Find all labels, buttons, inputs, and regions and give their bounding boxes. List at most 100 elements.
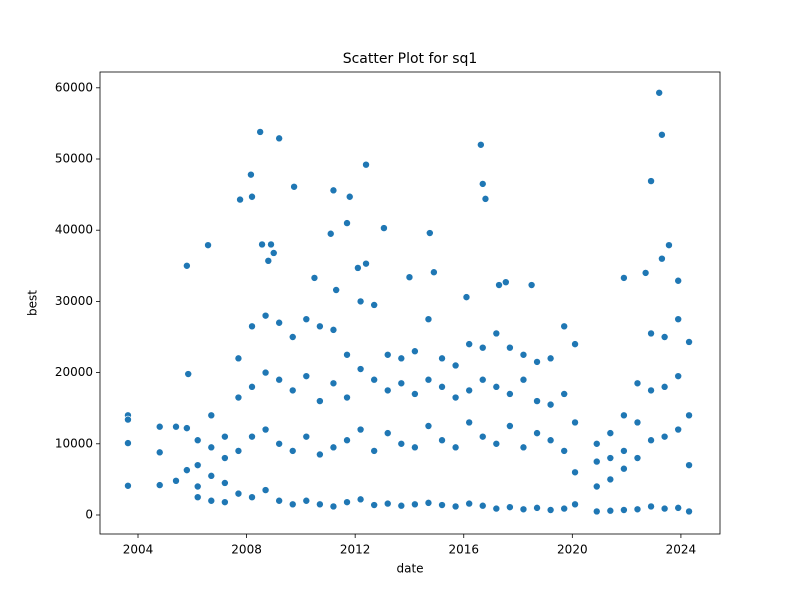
point bbox=[658, 254, 666, 263]
point bbox=[310, 274, 319, 282]
point bbox=[606, 506, 615, 515]
point bbox=[316, 450, 324, 459]
point bbox=[519, 375, 528, 384]
point bbox=[519, 443, 528, 452]
point bbox=[492, 329, 501, 338]
point bbox=[193, 436, 202, 445]
point bbox=[302, 496, 311, 505]
point bbox=[592, 439, 601, 448]
point bbox=[641, 269, 650, 277]
point bbox=[411, 347, 419, 356]
point bbox=[606, 475, 615, 484]
point bbox=[193, 493, 202, 501]
point bbox=[495, 281, 503, 289]
point bbox=[124, 481, 132, 490]
point bbox=[685, 411, 693, 420]
point bbox=[633, 454, 642, 462]
point bbox=[465, 418, 473, 427]
point bbox=[356, 425, 365, 434]
point bbox=[647, 177, 655, 185]
point bbox=[184, 370, 193, 378]
point bbox=[172, 477, 180, 485]
point bbox=[343, 219, 351, 227]
point bbox=[332, 286, 340, 294]
y-tick-label: 50000 bbox=[55, 152, 93, 166]
point bbox=[478, 343, 487, 352]
point bbox=[633, 505, 642, 514]
point bbox=[288, 447, 297, 455]
point bbox=[560, 447, 568, 455]
point bbox=[207, 411, 216, 420]
point bbox=[571, 418, 579, 427]
y-tick-label: 40000 bbox=[55, 223, 93, 237]
point bbox=[329, 379, 338, 388]
y-tick-label: 60000 bbox=[55, 80, 93, 94]
point bbox=[546, 354, 555, 363]
point bbox=[533, 504, 541, 512]
point bbox=[326, 229, 335, 238]
x-tick-label: 2004 bbox=[123, 543, 154, 557]
point bbox=[620, 464, 628, 473]
point bbox=[620, 274, 628, 282]
point bbox=[533, 429, 541, 437]
point bbox=[633, 418, 642, 427]
point bbox=[397, 501, 406, 510]
point bbox=[674, 315, 682, 323]
point bbox=[606, 454, 615, 462]
point bbox=[647, 502, 655, 511]
point bbox=[647, 386, 655, 395]
point bbox=[633, 379, 642, 388]
point bbox=[674, 425, 682, 434]
point bbox=[546, 400, 555, 409]
point bbox=[685, 461, 693, 469]
point bbox=[519, 350, 528, 359]
point bbox=[288, 500, 297, 509]
y-tick-label: 10000 bbox=[55, 436, 93, 450]
point bbox=[465, 499, 473, 508]
x-tick-label: 2020 bbox=[557, 543, 588, 557]
point bbox=[571, 340, 579, 348]
point bbox=[560, 322, 568, 331]
point bbox=[438, 383, 446, 391]
point bbox=[620, 411, 628, 420]
point bbox=[207, 496, 216, 505]
point bbox=[478, 432, 487, 441]
point bbox=[248, 383, 256, 391]
point bbox=[462, 293, 471, 301]
point bbox=[193, 461, 202, 469]
point bbox=[370, 447, 378, 455]
point bbox=[261, 486, 270, 494]
point bbox=[424, 422, 433, 430]
point bbox=[506, 343, 514, 352]
point bbox=[655, 88, 663, 97]
point bbox=[183, 466, 191, 474]
point bbox=[354, 264, 362, 272]
point bbox=[465, 386, 473, 395]
point bbox=[674, 276, 682, 285]
point bbox=[424, 375, 433, 384]
y-axis-label: best bbox=[26, 290, 40, 316]
point bbox=[356, 365, 365, 373]
point bbox=[234, 354, 243, 363]
point bbox=[316, 500, 324, 509]
x-tick-label: 2012 bbox=[340, 543, 371, 557]
point bbox=[658, 130, 666, 139]
point bbox=[275, 496, 283, 505]
point bbox=[527, 281, 536, 289]
y-tick-label: 30000 bbox=[55, 294, 93, 308]
point bbox=[207, 472, 216, 480]
point bbox=[124, 415, 132, 424]
y-tick-label: 20000 bbox=[55, 365, 93, 379]
point bbox=[256, 128, 264, 136]
point bbox=[302, 432, 311, 441]
point bbox=[660, 432, 669, 441]
point bbox=[269, 249, 278, 257]
point bbox=[155, 422, 164, 431]
point bbox=[204, 241, 212, 249]
point bbox=[155, 448, 164, 457]
point bbox=[674, 504, 682, 512]
point bbox=[247, 170, 255, 179]
point bbox=[451, 393, 460, 402]
point bbox=[674, 372, 682, 380]
